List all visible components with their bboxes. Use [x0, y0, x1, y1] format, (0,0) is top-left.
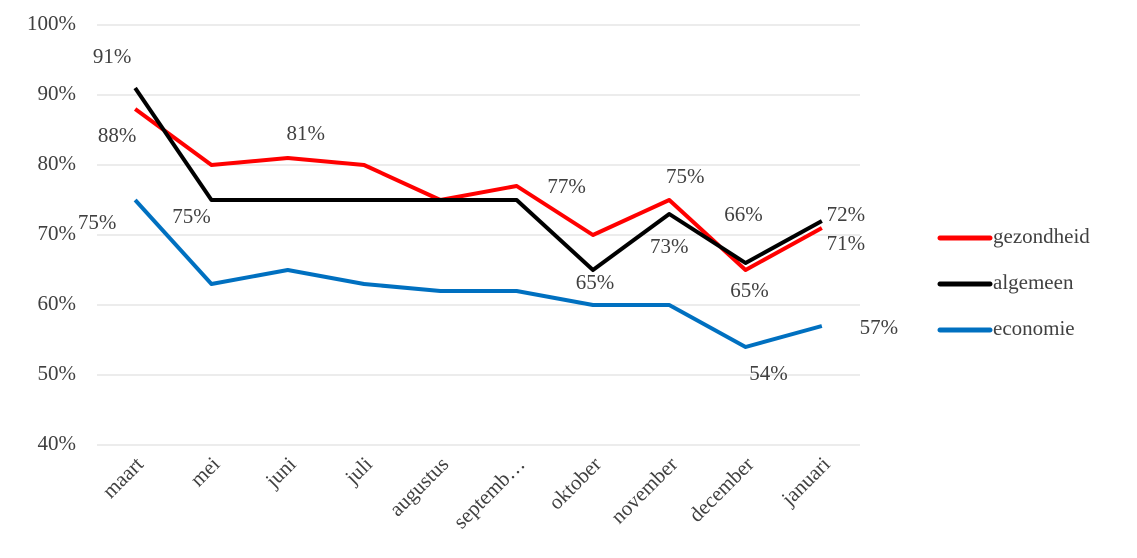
line-series — [133, 86, 823, 272]
y-tick-label: 90% — [38, 81, 77, 105]
y-tick-label: 60% — [38, 291, 77, 315]
data-label: 75% — [666, 164, 705, 188]
data-label: 72% — [827, 202, 866, 226]
data-label: 88% — [98, 123, 137, 147]
y-tick-label: 70% — [38, 221, 77, 245]
x-tick-label: januari — [776, 452, 835, 511]
x-tick-label: septemb… — [448, 452, 529, 533]
data-label: 57% — [860, 315, 899, 339]
legend-label: gezondheid — [993, 224, 1090, 248]
data-label: 66% — [724, 202, 763, 226]
data-label: 75% — [78, 210, 117, 234]
x-tick-label: november — [606, 452, 682, 528]
x-tick-label: mei — [185, 452, 224, 491]
y-tick-label: 50% — [38, 361, 77, 385]
data-label: 73% — [650, 234, 689, 258]
x-tick-label: december — [684, 452, 759, 527]
x-tick-label: maart — [97, 452, 148, 503]
data-label: 65% — [730, 278, 769, 302]
data-label: 65% — [576, 270, 615, 294]
y-tick-label: 80% — [38, 151, 77, 175]
line-series — [133, 107, 823, 272]
x-tick-label: augustus — [384, 452, 453, 521]
x-tick-label: juni — [260, 452, 301, 493]
line-series — [133, 198, 823, 349]
x-tick-label: oktober — [544, 452, 606, 514]
data-label: 71% — [827, 231, 866, 255]
data-label: 81% — [287, 121, 326, 145]
y-tick-label: 40% — [38, 431, 77, 455]
data-label: 91% — [93, 44, 132, 68]
y-tick-label: 100% — [27, 11, 76, 35]
data-label: 75% — [172, 204, 211, 228]
data-label: 77% — [547, 174, 586, 198]
x-tick-label: juli — [340, 452, 378, 490]
legend-label: economie — [993, 316, 1075, 340]
data-label: 54% — [749, 361, 788, 385]
legend-label: algemeen — [993, 270, 1074, 294]
